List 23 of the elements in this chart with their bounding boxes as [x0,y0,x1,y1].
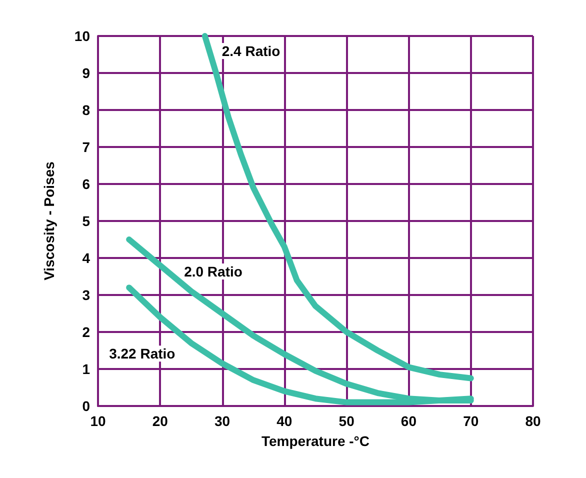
series-label: 2.0 Ratio [184,264,242,280]
y-axis-title: Viscosity - Poises [41,161,57,280]
y-tick-label: 4 [82,250,90,266]
x-tick-label: 30 [214,413,230,429]
x-tick-label: 20 [152,413,168,429]
x-tick-label: 40 [276,413,292,429]
y-tick-label: 10 [74,28,90,44]
y-tick-label: 9 [82,65,90,81]
y-tick-label: 0 [82,398,90,414]
y-tick-label: 2 [82,324,90,340]
x-tick-label: 70 [463,413,479,429]
y-tick-label: 7 [82,139,90,155]
x-tick-label: 60 [400,413,417,429]
y-tick-label: 1 [82,361,90,377]
x-tick-label: 50 [338,413,355,429]
x-axis-title: Temperature -°C [261,433,370,449]
series-label: 2.4 Ratio [222,43,280,59]
series-label: 3.22 Ratio [109,346,176,362]
y-tick-label: 6 [82,176,90,192]
x-tick-label: 80 [525,413,541,429]
y-tick-label: 5 [82,213,90,229]
y-tick-label: 8 [82,102,90,118]
y-tick-label: 3 [82,287,90,303]
